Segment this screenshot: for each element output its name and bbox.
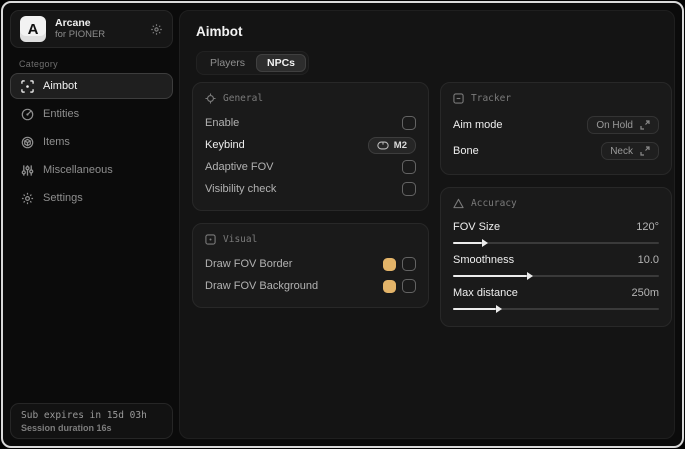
slider-group-smoothness: Smoothness 10.0 [453,250,659,277]
viewfinder-icon [205,234,216,245]
setting-label: Keybind [205,139,245,151]
page-title: Aimbot [196,24,243,39]
card-title: Visual [223,234,258,245]
subscription-info: Sub expires in 15d 03h Session duration … [10,403,173,439]
category-label: Category [19,59,58,69]
sidebar-nav: Aimbot Entities [10,73,173,213]
gear-icon[interactable] [150,23,163,36]
box-icon [21,136,34,149]
setting-label: Aim mode [453,119,503,131]
brand-subtitle: for PIONER [55,29,106,40]
expand-icon [640,146,650,156]
right-column: Tracker Aim mode On Hold Bone [440,82,672,339]
slider-group-fov-size: FOV Size 120° [453,217,659,244]
brand-text: Arcane for PIONER [55,17,150,41]
slider-fill[interactable] [453,242,482,244]
sidebar-item-miscellaneous[interactable]: Miscellaneous [10,157,173,183]
adaptive-fov-checkbox[interactable] [402,160,416,174]
max-distance-slider[interactable] [453,308,659,310]
mouse-icon [377,141,389,149]
smoothness-slider[interactable] [453,275,659,277]
setting-row-aim-mode: Aim mode On Hold [453,112,659,138]
sidebar-item-items[interactable]: Items [10,129,173,155]
tab-npcs[interactable]: NPCs [256,54,307,72]
sidebar-item-label: Entities [43,108,80,120]
brand-card: A Arcane for PIONER [10,10,173,48]
slider-value: 250m [631,287,659,299]
slider-fill[interactable] [453,308,497,310]
general-card: General Enable Keybind M2 [192,82,429,211]
fov-border-color-swatch[interactable] [383,257,396,271]
setting-label: Enable [205,117,240,129]
setting-row-bone: Bone Neck [453,138,659,164]
expand-icon [640,120,650,130]
sidebar-item-label: Miscellaneous [43,164,113,176]
setting-label: Draw FOV Border [205,258,293,270]
keybind-chip[interactable]: M2 [367,136,416,154]
brand-title: Arcane [55,17,91,29]
gear-icon [21,192,34,205]
sidebar-item-aimbot[interactable]: Aimbot [10,73,173,99]
setting-row-keybind: Keybind M2 [205,134,416,156]
accuracy-card-header: Accuracy [453,198,659,209]
aim-mode-select[interactable]: On Hold [587,116,659,134]
fov-size-slider[interactable] [453,242,659,244]
sidebar-item-label: Aimbot [43,80,78,92]
enable-checkbox[interactable] [402,116,416,130]
slider-fill[interactable] [453,275,528,277]
sidebar-item-label: Settings [43,192,83,204]
brand-logo: A [20,16,46,42]
sidebar-item-entities[interactable]: Entities [10,101,173,127]
setting-label: Adaptive FOV [205,161,274,173]
triangle-icon [453,198,464,209]
setting-row-enable: Enable [205,112,416,134]
fov-background-color-swatch[interactable] [383,279,396,293]
main-panel: Aimbot Players NPCs General [179,10,675,439]
setting-row-adaptive-fov: Adaptive FOV [205,156,416,178]
radar-icon [21,108,34,121]
sidebar-item-label: Items [43,136,70,148]
sliders-icon [21,164,34,177]
keybind-value: M2 [393,139,407,151]
accuracy-card: Accuracy FOV Size 120° Smoothnes [440,187,672,327]
frame-icon [453,93,464,104]
setting-label: Draw FOV Background [205,280,319,292]
card-title: Tracker [471,93,512,104]
visual-card: Visual Draw FOV Border Draw FOV Backgrou… [192,223,429,308]
slider-label: Smoothness [453,254,515,266]
setting-row-visibility-check: Visibility check [205,178,416,200]
visibility-check-checkbox[interactable] [402,182,416,196]
sidebar: A Arcane for PIONER Category [10,10,173,439]
tab-players[interactable]: Players [210,57,246,69]
slider-group-max-distance: Max distance 250m [453,283,659,310]
general-card-header: General [205,93,416,104]
setting-label: Visibility check [205,183,277,195]
setting-row-draw-fov-border: Draw FOV Border [205,253,416,275]
setting-row-draw-fov-background: Draw FOV Background [205,275,416,297]
tracker-card-header: Tracker [453,93,659,104]
visual-card-header: Visual [205,234,416,245]
sidebar-item-settings[interactable]: Settings [10,185,173,211]
tracker-card: Tracker Aim mode On Hold Bone [440,82,672,175]
slider-value: 120° [636,221,659,233]
setting-label: Bone [453,145,479,157]
crosshair-icon [205,93,216,104]
sub-expires-text: Sub expires in 15d 03h [21,410,147,421]
target-tabs: Players NPCs [196,51,310,75]
slider-value: 10.0 [637,254,659,266]
session-duration-text: Session duration 16s [21,423,112,433]
bone-select[interactable]: Neck [601,142,659,160]
card-title: Accuracy [471,198,517,209]
card-title: General [223,93,264,104]
draw-fov-border-checkbox[interactable] [402,257,416,271]
aim-mode-value: On Hold [596,119,633,131]
draw-fov-background-checkbox[interactable] [402,279,416,293]
crosshair-scan-icon [21,79,34,93]
slider-label: FOV Size [453,221,501,233]
bone-value: Neck [610,145,633,157]
left-column: General Enable Keybind M2 [192,82,429,320]
slider-label: Max distance [453,287,518,299]
